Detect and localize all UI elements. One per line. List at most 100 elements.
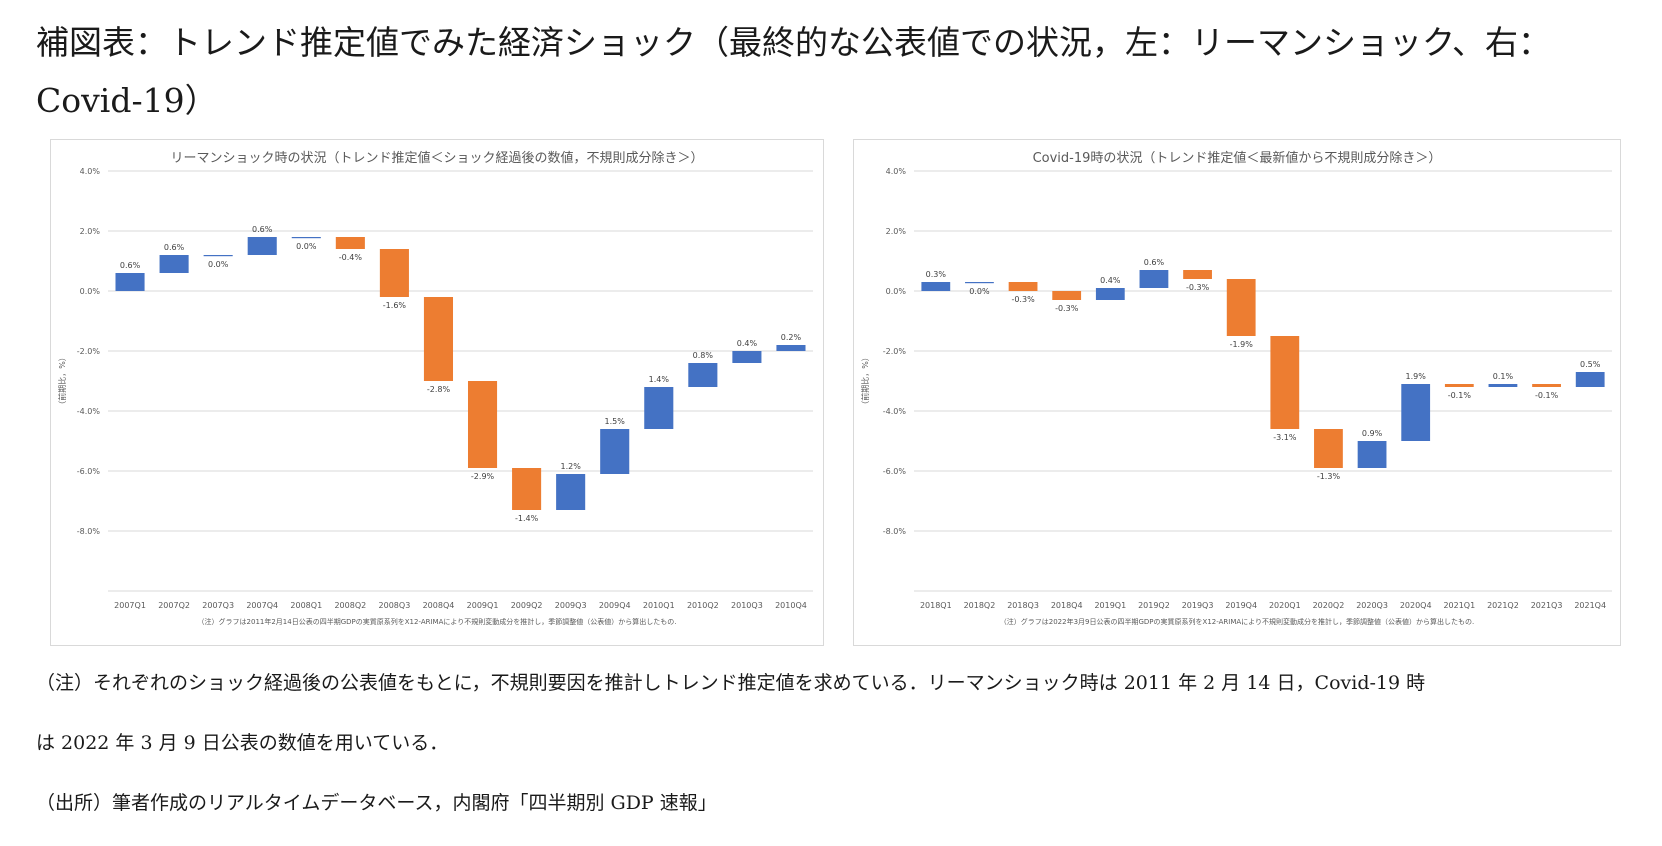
- bar-2010Q1: [644, 387, 674, 429]
- figure-title: 補図表：トレンド推定値でみた経済ショック（最終的な公表値での状況，左：リーマンシ…: [36, 23, 1552, 120]
- x-tick-label: 2008Q1: [290, 601, 322, 610]
- y-tick-label: -8.0%: [77, 527, 101, 536]
- x-tick-label: 2008Q2: [334, 601, 366, 610]
- bar-2018Q3: [1008, 282, 1038, 291]
- data-label: 0.6%: [120, 261, 141, 270]
- data-label: -1.3%: [1317, 472, 1341, 481]
- x-tick-label: 2007Q1: [114, 601, 146, 610]
- bar-2008Q3: [379, 249, 409, 297]
- y-tick-label: -6.0%: [883, 467, 907, 476]
- bar-2021Q4: [1575, 372, 1605, 387]
- y-axis-label: （前期比，%）: [860, 353, 870, 409]
- data-label: 0.6%: [1144, 258, 1165, 267]
- x-tick-label: 2019Q3: [1182, 601, 1214, 610]
- x-tick-label: 2020Q3: [1356, 601, 1388, 610]
- data-label: 0.2%: [781, 333, 802, 342]
- x-tick-label: 2007Q4: [246, 601, 278, 610]
- y-tick-label: 4.0%: [80, 167, 101, 176]
- x-tick-label: 2009Q3: [555, 601, 587, 610]
- x-tick-label: 2009Q1: [467, 601, 499, 610]
- data-label: 0.6%: [252, 225, 273, 234]
- data-label: -0.1%: [1448, 391, 1472, 400]
- chart-note: （注）グラフは2011年2月14日公表の四半期GDPの実質原系列をX12-ARI…: [198, 617, 677, 626]
- bar-2009Q3: [556, 474, 586, 510]
- x-tick-label: 2018Q4: [1051, 601, 1083, 610]
- y-tick-label: 0.0%: [80, 287, 101, 296]
- bar-2019Q1: [1095, 288, 1125, 300]
- data-label: 0.6%: [164, 243, 185, 252]
- bar-2020Q3: [1357, 441, 1387, 468]
- data-label: -1.9%: [1230, 340, 1254, 349]
- bar-2019Q2: [1139, 270, 1169, 288]
- bar-2020Q2: [1314, 429, 1343, 468]
- data-label: 0.9%: [1362, 429, 1383, 438]
- x-tick-label: 2021Q1: [1443, 601, 1475, 610]
- bar-2007Q1: [115, 273, 145, 291]
- data-label: -1.6%: [383, 301, 407, 310]
- bar-2008Q2: [335, 237, 365, 249]
- bar-2019Q4: [1226, 279, 1256, 336]
- y-tick-label: 2.0%: [80, 227, 101, 236]
- x-tick-label: 2019Q1: [1094, 601, 1126, 610]
- data-label: 1.4%: [649, 375, 670, 384]
- bar-2010Q4: [776, 345, 806, 351]
- y-tick-label: -2.0%: [883, 347, 907, 356]
- bar-2007Q3: [203, 255, 233, 257]
- bar-2010Q2: [688, 363, 718, 387]
- data-label: 0.5%: [1580, 360, 1601, 369]
- footnote-line-2: は 2022 年 3 月 9 日公表の数値を用いている．: [36, 732, 449, 754]
- x-tick-label: 2010Q3: [731, 601, 763, 610]
- data-label: 0.1%: [1493, 372, 1514, 381]
- data-label: 0.4%: [737, 339, 758, 348]
- x-tick-label: 2009Q2: [511, 601, 543, 610]
- x-tick-label: 2019Q2: [1138, 601, 1170, 610]
- data-label: 1.2%: [560, 462, 581, 471]
- bar-2008Q4: [423, 297, 454, 381]
- bar-2009Q4: [600, 429, 630, 474]
- x-tick-label: 2020Q4: [1400, 601, 1432, 610]
- y-tick-label: -2.0%: [77, 347, 101, 356]
- data-label: -3.1%: [1273, 433, 1297, 442]
- source-note: （出所）筆者作成のリアルタイムデータベース，内閣府「四半期別 GDP 速報」: [36, 792, 717, 814]
- data-label: 0.4%: [1100, 276, 1121, 285]
- data-label: -2.9%: [471, 472, 495, 481]
- x-tick-label: 2008Q3: [379, 601, 411, 610]
- x-tick-label: 2010Q4: [775, 601, 807, 610]
- data-label: -0.1%: [1535, 391, 1559, 400]
- bar-2008Q1: [291, 237, 321, 239]
- x-tick-label: 2007Q2: [158, 601, 190, 610]
- data-label: -0.4%: [339, 253, 363, 262]
- bar-2018Q2: [965, 282, 994, 284]
- data-label: 1.9%: [1406, 372, 1427, 381]
- y-tick-label: -4.0%: [77, 407, 101, 416]
- x-tick-label: 2020Q1: [1269, 601, 1301, 610]
- y-tick-label: -6.0%: [77, 467, 101, 476]
- x-tick-label: 2018Q1: [920, 601, 952, 610]
- data-label: 0.0%: [296, 242, 317, 251]
- lehman-chart-panel: リーマンショック時の状況（トレンド推定値＜ショック経過後の数値，不規則成分除き＞…: [50, 139, 824, 646]
- x-tick-label: 2019Q4: [1225, 601, 1257, 610]
- x-tick-label: 2020Q2: [1313, 601, 1345, 610]
- data-label: 1.5%: [605, 417, 626, 426]
- bar-2010Q3: [732, 351, 762, 363]
- data-label: -1.4%: [515, 514, 539, 523]
- bar-2021Q2: [1488, 384, 1518, 387]
- footnote-line-1: （注）それぞれのショック経過後の公表値をもとに，不規則要因を推計しトレンド推定値…: [36, 672, 1426, 694]
- y-tick-label: -8.0%: [883, 527, 907, 536]
- x-tick-label: 2010Q1: [643, 601, 675, 610]
- x-tick-label: 2010Q2: [687, 601, 719, 610]
- x-tick-label: 2009Q4: [599, 601, 631, 610]
- bar-2020Q4: [1401, 384, 1431, 441]
- data-label: -2.8%: [427, 385, 451, 394]
- chart-title: Covid-19時の状況（トレンド推定値＜最新値から不規則成分除き＞）: [1033, 150, 1442, 166]
- y-tick-label: 0.0%: [886, 287, 907, 296]
- data-label: -0.3%: [1011, 295, 1035, 304]
- bar-2009Q2: [512, 468, 542, 510]
- covid-waterfall-chart: Covid-19時の状況（トレンド推定値＜最新値から不規則成分除き＞） 4.0% 2…: [860, 150, 1612, 626]
- data-label: 0.0%: [969, 287, 990, 296]
- bar-2007Q4: [247, 237, 277, 255]
- data-label: 0.0%: [208, 260, 229, 269]
- data-label: -0.3%: [1055, 304, 1079, 313]
- data-label: -0.3%: [1186, 283, 1210, 292]
- x-tick-label: 2021Q3: [1531, 601, 1563, 610]
